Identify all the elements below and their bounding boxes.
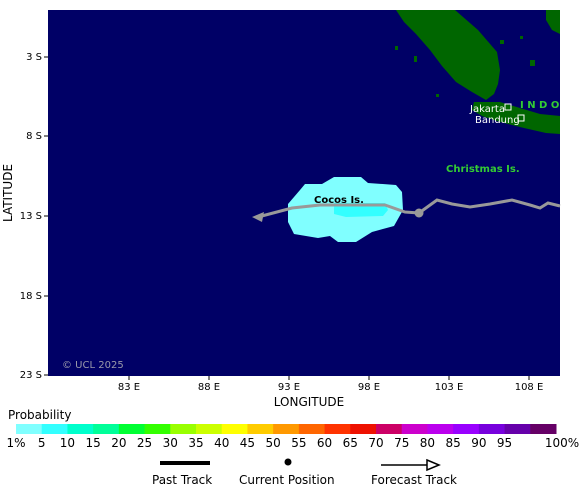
lat-tick-label: 3 S	[26, 52, 42, 63]
java-land	[472, 102, 560, 134]
lon-tick-label: 108 E	[515, 382, 544, 393]
map-chart: I N D O Jakarta Bandung Christmas Is. Co…	[1, 10, 561, 408]
scale-swatch	[350, 424, 377, 434]
scale-swatch	[16, 424, 43, 434]
scale-label: 35	[188, 436, 203, 450]
lat-tick-label: 8 S	[26, 131, 42, 142]
scale-swatch	[41, 424, 68, 434]
sumatra-land	[396, 10, 500, 100]
copyright-text: © UCL 2025	[62, 360, 124, 371]
current-position-key-dot	[284, 458, 292, 466]
lat-tick-label: 18 S	[20, 291, 42, 302]
lat-tick-label: 13 S	[20, 211, 42, 222]
scale-swatch	[273, 424, 300, 434]
scale-swatch	[298, 424, 326, 434]
scale-swatch	[93, 424, 120, 434]
scale-label: 40	[214, 436, 229, 450]
longitude-ticks: 83 E 88 E 93 E 98 E 103 E 108 E	[118, 376, 543, 393]
island	[520, 36, 523, 39]
scale-swatch	[247, 424, 274, 434]
scale-swatch	[221, 424, 248, 434]
bandung-marker	[517, 114, 525, 122]
scale-label: 50	[266, 436, 281, 450]
scale-label: 95	[497, 436, 512, 450]
jakarta-marker	[504, 103, 512, 111]
label-jakarta: Jakarta	[469, 104, 505, 115]
latitude-ticks: 3 S 8 S 13 S 18 S 23 S	[20, 52, 48, 381]
scale-swatch	[530, 424, 557, 434]
island	[530, 60, 535, 66]
scale-swatch	[170, 424, 197, 434]
lon-tick-label: 103 E	[435, 382, 464, 393]
label-cocos-islands: Cocos Is.	[314, 195, 364, 206]
scale-swatch	[504, 424, 531, 434]
island	[436, 94, 439, 97]
scale-label: 80	[420, 436, 435, 450]
scale-label: 70	[368, 436, 383, 450]
scale-label: 85	[446, 436, 461, 450]
borneo-land	[546, 10, 560, 34]
scale-label: 100%	[545, 436, 579, 450]
scale-label: 45	[240, 436, 255, 450]
island	[395, 46, 398, 50]
scale-label: 65	[343, 436, 358, 450]
scale-swatch	[427, 424, 454, 434]
forecast-track-key-label: Forecast Track	[371, 473, 457, 487]
scale-label: 90	[471, 436, 486, 450]
scale-label: 55	[291, 436, 306, 450]
forecast-track-key-arrow	[381, 458, 441, 472]
label-bandung: Bandung	[475, 115, 520, 126]
lon-tick-label: 98 E	[358, 382, 380, 393]
scale-swatch	[144, 424, 171, 434]
legend-title: Probability	[8, 408, 72, 422]
current-position-key-label: Current Position	[239, 473, 335, 487]
scale-label: 15	[86, 436, 101, 450]
scale-swatch	[478, 424, 506, 434]
scale-swatch	[324, 424, 351, 434]
scale-label: 25	[137, 436, 152, 450]
scale-swatch	[196, 424, 223, 434]
island	[414, 56, 417, 62]
longitude-axis-label: LONGITUDE	[274, 395, 344, 408]
past-track	[418, 198, 561, 215]
scale-swatch	[453, 424, 480, 434]
scale-swatch	[401, 424, 428, 434]
label-indonesia: I N D O	[520, 100, 559, 111]
lon-tick-label: 83 E	[118, 382, 140, 393]
probability-color-scale: 1% 5 10 15 20 25 30 35 40 45 50 55 60 65 70 75 80 85 90 95 1…	[6, 424, 579, 450]
current-position-marker	[414, 208, 424, 218]
scale-swatch	[376, 424, 403, 434]
past-track-key-line	[160, 461, 210, 465]
scale-swatch	[67, 424, 94, 434]
scale-label: 60	[317, 436, 332, 450]
scale-label: 5	[38, 436, 46, 450]
lon-tick-label: 93 E	[278, 382, 300, 393]
scale-swatch	[118, 424, 146, 434]
scale-label: 10	[60, 436, 75, 450]
lat-tick-label: 23 S	[20, 370, 42, 381]
scale-label: 1%	[6, 436, 25, 450]
scale-label: 20	[111, 436, 126, 450]
past-track-key-label: Past Track	[152, 473, 213, 487]
scale-label: 75	[394, 436, 409, 450]
latitude-axis-label: LATITUDE	[1, 164, 15, 222]
lon-tick-label: 88 E	[198, 382, 220, 393]
forecast-track	[257, 203, 420, 219]
scale-label: 30	[163, 436, 178, 450]
island	[500, 40, 504, 44]
forecast-track-arrow	[252, 212, 264, 222]
label-christmas-island: Christmas Is.	[446, 164, 520, 175]
